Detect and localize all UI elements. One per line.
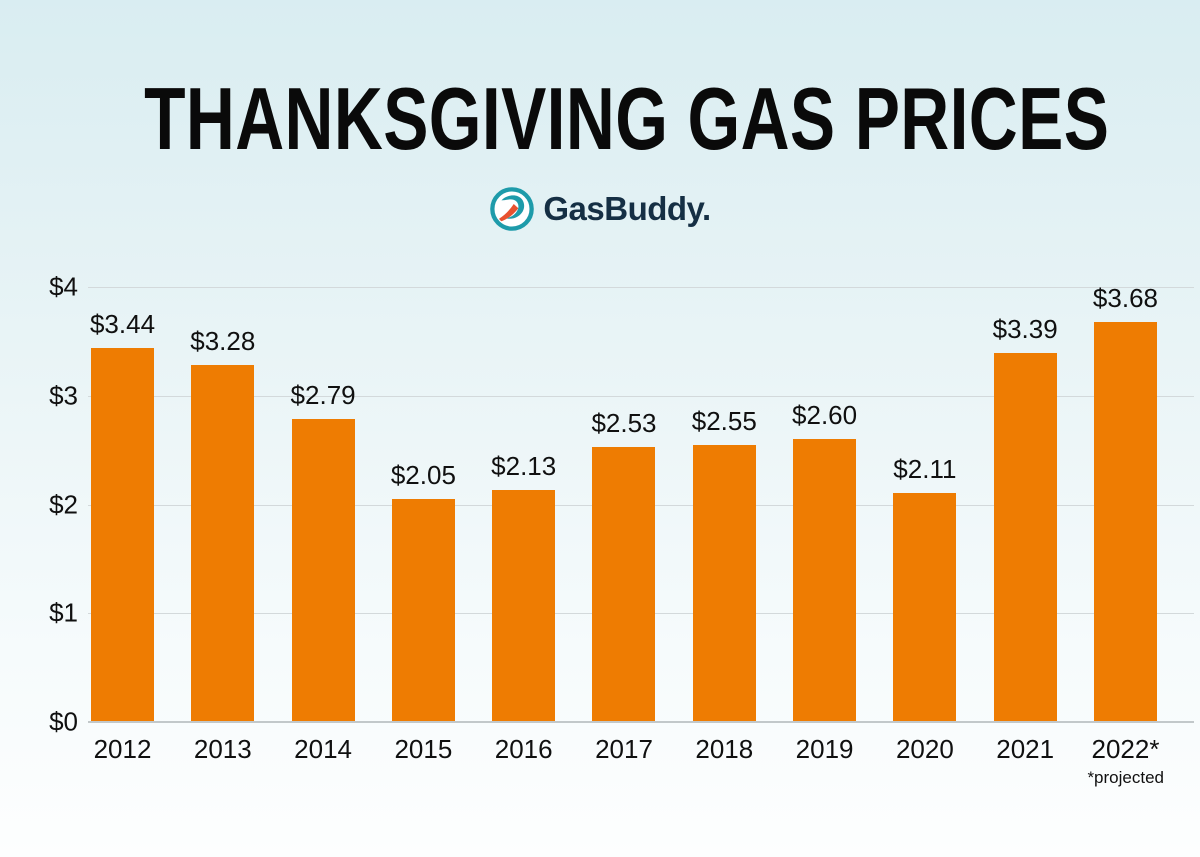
chart-title: THANKSGIVING GAS PRICES	[0, 70, 1200, 168]
gridline	[88, 395, 1194, 397]
x-axis-year-label: 2013	[193, 734, 252, 764]
gasbuddy-logo: GasBuddy.	[0, 184, 1200, 234]
y-axis-tick-label: $4	[49, 271, 78, 302]
x-axis-year-label: 2022*	[1091, 734, 1160, 764]
bar	[291, 418, 355, 722]
bar	[191, 365, 255, 722]
bar-group: $2.11 2020	[893, 287, 957, 764]
x-axis-year-label: 2014	[294, 734, 353, 764]
bar-value-label: $2.13	[491, 451, 557, 482]
gasbuddy-wordmark: GasBuddy.	[543, 190, 711, 228]
bar-group: $3.39 2021	[992, 287, 1058, 764]
bar-group: $2.53 2017	[591, 287, 657, 764]
bar-value-label: $2.55	[691, 405, 757, 436]
y-axis-tick-label: $1	[49, 597, 78, 628]
gasbuddy-trademark-dot: .	[701, 190, 711, 227]
bar-value-label: $2.53	[591, 407, 657, 438]
projected-footnote: *projected	[1087, 768, 1164, 787]
bar-group: $3.68 2022*	[1091, 283, 1159, 764]
bar-group: $3.44 2012	[89, 287, 156, 764]
gasbuddy-swoosh-road-icon	[490, 187, 535, 231]
bar-group: $2.60 2019	[792, 287, 858, 764]
bar	[793, 439, 857, 722]
bar-value-label: $2.60	[792, 400, 858, 431]
x-axis-year-label: 2018	[695, 734, 754, 764]
x-axis-year-label: 2017	[595, 734, 653, 764]
y-axis-tick-label: $0	[49, 706, 78, 737]
gridline	[88, 287, 1194, 288]
bar	[91, 347, 154, 722]
bar	[492, 490, 556, 722]
bar-value-label: $2.79	[290, 379, 356, 410]
bar	[1093, 321, 1157, 722]
bar-group: $2.13 2016	[491, 287, 557, 764]
bar-value-label: $3.28	[190, 326, 256, 357]
bar-value-label: $3.44	[89, 308, 156, 339]
chart-title-text: THANKSGIVING GAS PRICES	[144, 69, 1110, 168]
x-axis-year-label: 2015	[394, 734, 453, 764]
bar-group: $2.79 2014	[290, 287, 356, 764]
bar	[391, 499, 455, 722]
bar-value-label: $2.05	[390, 460, 456, 491]
bar-group: $2.55 2018	[691, 287, 757, 764]
bar	[692, 444, 756, 722]
bar	[893, 492, 957, 722]
x-axis-year-label: 2021	[996, 734, 1055, 764]
gasbuddy-wordmark-text: GasBuddy	[543, 190, 702, 227]
y-axis-tick-label: $3	[49, 380, 78, 411]
bar	[592, 446, 656, 722]
bar	[993, 353, 1057, 722]
bar-group: $3.28 2013	[190, 287, 256, 764]
x-axis-year-label: 2016	[494, 734, 553, 764]
x-axis-year-label: 2012	[93, 734, 152, 764]
bar-value-label: $3.39	[992, 314, 1058, 345]
bar-value-label: $2.11	[893, 453, 957, 484]
x-axis-year-label: 2020	[895, 734, 954, 764]
bar-value-label: $3.68	[1092, 282, 1159, 313]
x-axis-line	[88, 721, 1194, 723]
y-axis-tick-label: $2	[49, 489, 78, 519]
bars-area: $3.44 2012 $3.28 2013 $2.79 2014 $2.05 2015 $2.1…	[89, 283, 1159, 764]
bar-group: $2.05 2015	[390, 287, 456, 764]
x-axis-year-label: 2019	[795, 734, 854, 764]
